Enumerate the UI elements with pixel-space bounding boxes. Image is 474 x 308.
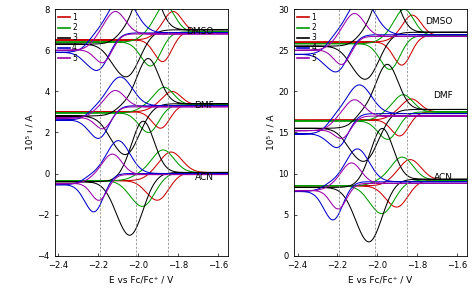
Text: DMSO: DMSO	[186, 27, 214, 36]
Legend: 1, 2, 3, 4, 5: 1, 2, 3, 4, 5	[57, 11, 79, 64]
Legend: 1, 2, 3, 4, 5: 1, 2, 3, 4, 5	[296, 11, 318, 64]
Y-axis label: 10⁵ ı / A: 10⁵ ı / A	[26, 115, 35, 150]
X-axis label: E vs Fc/Fc⁺ / V: E vs Fc/Fc⁺ / V	[348, 275, 412, 284]
Y-axis label: 10⁵ ı / A: 10⁵ ı / A	[266, 115, 275, 150]
Text: ACN: ACN	[434, 173, 453, 182]
Text: DMF: DMF	[433, 91, 453, 100]
Text: DMSO: DMSO	[426, 17, 453, 26]
X-axis label: E vs Fc/Fc⁺ / V: E vs Fc/Fc⁺ / V	[109, 275, 173, 284]
Text: ACN: ACN	[195, 173, 214, 182]
Text: DMF: DMF	[194, 101, 214, 110]
